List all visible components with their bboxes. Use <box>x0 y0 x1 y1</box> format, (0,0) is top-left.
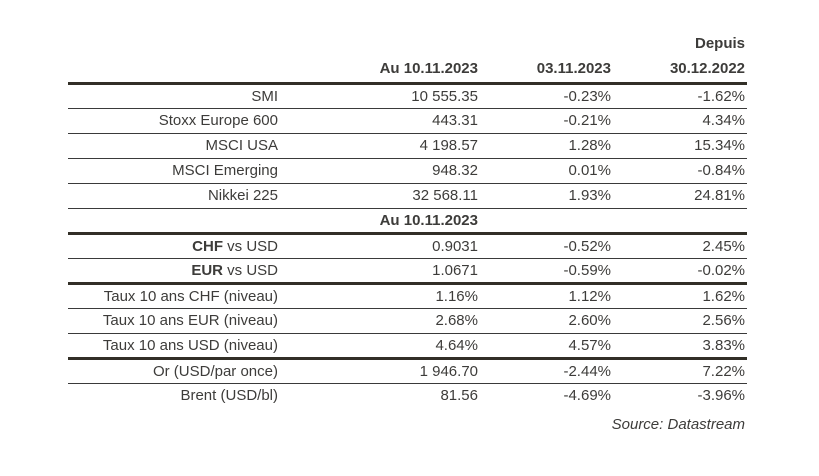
section-header-row: Au 10.11.2023 <box>68 208 748 235</box>
source-row: Source: Datastream <box>68 408 747 440</box>
value-since-ytd: -3.96% <box>697 387 746 405</box>
value-since-ytd: 2.56% <box>613 308 748 334</box>
value-current: 1.16% <box>280 283 480 309</box>
value-current: 1.0671 <box>280 258 480 285</box>
value-current: 10 555.35 <box>280 83 480 109</box>
value-since-week: -0.23% <box>480 83 613 109</box>
value-current: 32 568.11 <box>280 183 480 209</box>
currency-code: CHF <box>192 237 223 255</box>
row-label: SMI <box>68 83 280 109</box>
value-since-week: -0.52% <box>480 233 613 259</box>
row-label: Brent (USD/bl) <box>180 387 278 405</box>
value-since-week: 4.57% <box>480 333 613 360</box>
row-label: MSCI USA <box>68 133 280 159</box>
market-data-table: Depuis Au 10.11.2023 03.11.2023 30.12.20… <box>68 30 748 440</box>
row-label: Taux 10 ans CHF (niveau) <box>68 283 280 309</box>
row-label: Or (USD/par once) <box>68 358 280 384</box>
table-row-brent: Brent (USD/bl) 81.56 -4.69% -3.96% <box>68 383 747 408</box>
value-current: 443.31 <box>280 108 480 134</box>
row-label: CHF vs USD <box>68 233 280 259</box>
value-since-ytd: -1.62% <box>613 83 748 109</box>
table-row-msci-emerging: MSCI Emerging 948.32 0.01% -0.84% <box>68 158 748 184</box>
value-since-week: 1.28% <box>480 133 613 159</box>
table-row-rate-chf: Taux 10 ans CHF (niveau) 1.16% 1.12% 1.6… <box>68 283 748 309</box>
table-row-chf-usd: CHF vs USD 0.9031 -0.52% 2.45% <box>68 233 748 259</box>
value-current: 1 946.70 <box>280 358 480 384</box>
table-row-rate-usd: Taux 10 ans USD (niveau) 4.64% 4.57% 3.8… <box>68 333 748 360</box>
value-since-ytd: 3.83% <box>613 333 748 360</box>
value-since-ytd: 24.81% <box>613 183 748 209</box>
row-label: Stoxx Europe 600 <box>68 108 280 134</box>
row-label: Taux 10 ans EUR (niveau) <box>68 308 280 334</box>
value-since-week: -0.21% <box>480 108 613 134</box>
value-since-week: -0.59% <box>480 258 613 285</box>
value-current: 2.68% <box>280 308 480 334</box>
spacer-cell <box>480 208 613 235</box>
value-since-ytd: 15.34% <box>613 133 748 159</box>
header-row-columns: Au 10.11.2023 03.11.2023 30.12.2022 <box>68 56 748 85</box>
value-since-ytd: 4.34% <box>613 108 748 134</box>
row-label: MSCI Emerging <box>68 158 280 184</box>
spacer-cell <box>68 56 280 85</box>
spacer-cell <box>68 30 480 56</box>
col-header-current: Au 10.11.2023 <box>280 56 480 85</box>
value-since-week: 1.12% <box>480 283 613 309</box>
source-caption: Source: Datastream <box>611 415 746 433</box>
value-since-ytd: -0.84% <box>613 158 748 184</box>
value-since-week: 0.01% <box>480 158 613 184</box>
value-since-week: -2.44% <box>480 358 613 384</box>
spacer-cell <box>613 208 748 235</box>
row-label: Nikkei 225 <box>68 183 280 209</box>
table-row-msci-usa: MSCI USA 4 198.57 1.28% 15.34% <box>68 133 748 159</box>
value-current: 948.32 <box>280 158 480 184</box>
currency-pair-rest: vs USD <box>227 237 278 255</box>
table-row-rate-eur: Taux 10 ans EUR (niveau) 2.68% 2.60% 2.5… <box>68 308 748 334</box>
market-table: Depuis Au 10.11.2023 03.11.2023 30.12.20… <box>68 30 748 440</box>
currency-code: EUR <box>191 261 223 279</box>
value-current: 0.9031 <box>280 233 480 259</box>
section-header: Au 10.11.2023 <box>68 208 480 235</box>
value-current: 4 198.57 <box>280 133 480 159</box>
row-label: Taux 10 ans USD (niveau) <box>68 333 280 360</box>
currency-pair-rest: vs USD <box>227 261 278 279</box>
depuis-header: Depuis <box>695 34 746 52</box>
value-since-ytd: -0.02% <box>613 258 748 285</box>
value-since-week: 2.60% <box>480 308 613 334</box>
table-row-gold: Or (USD/par once) 1 946.70 -2.44% 7.22% <box>68 358 748 384</box>
col-header-since-week: 03.11.2023 <box>480 56 613 85</box>
table-row-stoxx: Stoxx Europe 600 443.31 -0.21% 4.34% <box>68 108 748 134</box>
value-since-ytd: 1.62% <box>613 283 748 309</box>
value-current: 81.56 <box>440 387 478 405</box>
value-since-week: -4.69% <box>563 387 611 405</box>
value-current: 4.64% <box>280 333 480 360</box>
table-row-nikkei: Nikkei 225 32 568.11 1.93% 24.81% <box>68 183 748 209</box>
table-row-eur-usd: EUR vs USD 1.0671 -0.59% -0.02% <box>68 258 748 285</box>
col-header-since-ytd: 30.12.2022 <box>613 56 748 85</box>
value-since-week: 1.93% <box>480 183 613 209</box>
table-row-smi: SMI 10 555.35 -0.23% -1.62% <box>68 83 748 109</box>
value-since-ytd: 2.45% <box>613 233 748 259</box>
value-since-ytd: 7.22% <box>613 358 748 384</box>
header-row-depuis: Depuis <box>68 30 747 56</box>
row-label: EUR vs USD <box>68 258 280 285</box>
